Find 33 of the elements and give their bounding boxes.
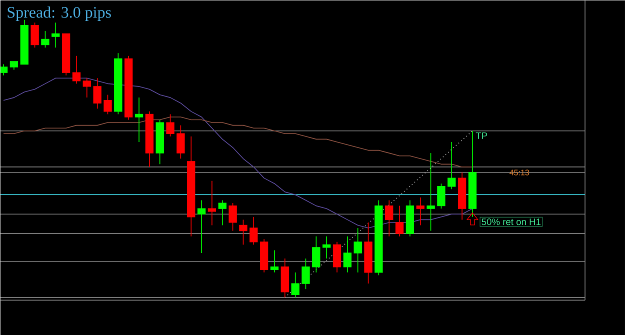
annotation: Spread: 3.0 pips [8, 6, 111, 21]
candlestick [291, 272, 300, 298]
annotation: TP [476, 132, 488, 139]
candlestick [448, 141, 456, 190]
text: 45:13 [510, 170, 530, 176]
candlestick [166, 114, 174, 137]
candlestick [93, 78, 102, 109]
candlestick [134, 97, 144, 142]
candlestick [395, 205, 404, 237]
candlestick [343, 236, 352, 273]
candlestick [72, 55, 81, 84]
candlestick [426, 152, 435, 232]
candlestick [176, 124, 185, 159]
candlestick [437, 183, 446, 209]
candlestick [82, 78, 91, 98]
candlestick [197, 200, 206, 254]
candlestick [270, 250, 279, 273]
candlestick [239, 219, 248, 245]
candlestick [416, 197, 424, 226]
candlestick [104, 94, 112, 115]
candlestick [312, 236, 320, 273]
text: 50% ret on H1 [482, 218, 541, 226]
candlestick [250, 216, 258, 245]
candlestick [41, 30, 50, 48]
candlestick [52, 22, 60, 48]
candlestick [354, 228, 362, 273]
candlestick [322, 236, 331, 259]
candlestick [30, 22, 39, 48]
candlestick [228, 202, 237, 232]
candlestick [218, 200, 226, 226]
candlestick [332, 241, 342, 273]
candlestick [302, 258, 310, 290]
candlestick [385, 200, 394, 237]
